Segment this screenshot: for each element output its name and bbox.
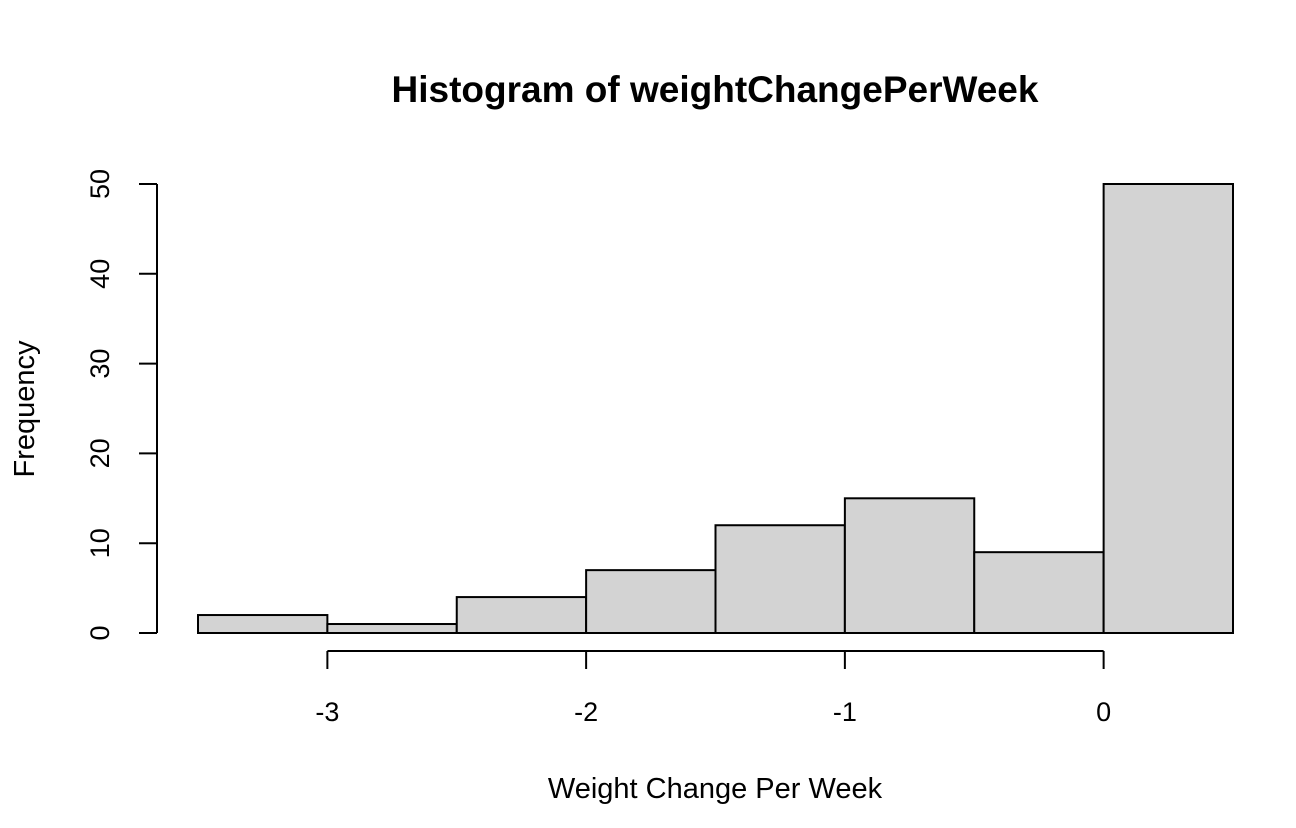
x-tick-label: -3 [315,697,339,727]
y-tick-label: 30 [85,349,115,379]
y-tick-label: 20 [85,438,115,468]
y-tick-label: 50 [85,169,115,199]
x-axis-label: Weight Change Per Week [548,773,883,805]
bars-group [197,183,1234,635]
histogram-bar-4 [585,569,717,635]
x-tick-label: 0 [1096,697,1111,727]
x-tick-label: -2 [574,697,598,727]
y-axis-label: Frequency [9,340,41,478]
y-tick-label: 0 [85,625,115,640]
histogram-bar-8 [1102,183,1234,634]
chart-title: Histogram of weightChangePerWeek [392,69,1039,110]
histogram-bar-7 [973,551,1105,634]
x-tick-label: -1 [833,697,857,727]
y-tick-label: 10 [85,528,115,558]
histogram-bar-5 [714,524,846,634]
y-tick-label: 40 [85,259,115,289]
histogram-bar-1 [197,614,329,634]
histogram-bar-6 [843,497,976,634]
histogram-bar-2 [326,623,458,635]
histogram-bar-3 [455,596,588,635]
y-axis: 0 10 20 30 40 50 [85,169,158,641]
x-axis: -3 -2 -1 0 [315,650,1111,727]
